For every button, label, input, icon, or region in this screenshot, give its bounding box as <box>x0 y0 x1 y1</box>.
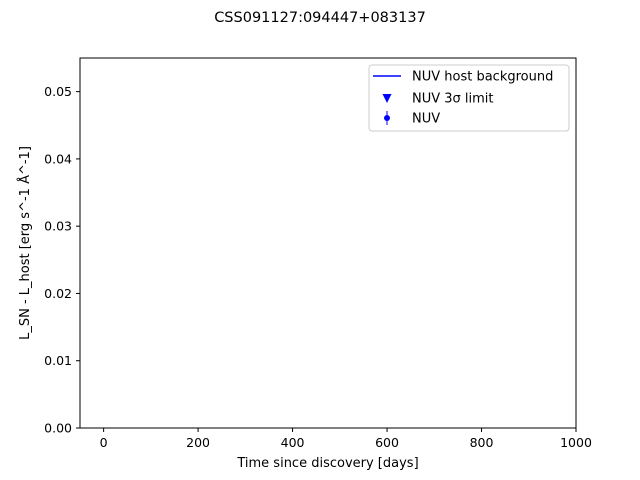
y-tick-label: 0.01 <box>44 353 72 368</box>
chart-title: CSS091127:094447+083137 <box>214 10 426 26</box>
x-tick-label: 800 <box>470 435 494 450</box>
y-tick-label: 0.04 <box>44 151 72 166</box>
legend: NUV host background NUV 3σ limit NUV <box>368 64 570 132</box>
legend-label-3sigma-limit: NUV 3σ limit <box>412 92 494 107</box>
x-tick-label: 600 <box>375 435 399 450</box>
y-tick-label: 0.00 <box>44 421 72 436</box>
legend-box <box>368 64 570 132</box>
x-tick-label: 0 <box>100 435 108 450</box>
y-axis-label: L_SN - L_host [erg s^-1 Å^-1] <box>17 146 33 340</box>
y-tick-label: 0.03 <box>44 219 72 234</box>
y-axis: 0.00 0.01 0.02 0.03 0.04 0.05 <box>44 84 80 436</box>
x-axis-label: Time since discovery [days] <box>236 456 418 471</box>
x-tick-label: 200 <box>186 435 210 450</box>
legend-label-nuv: NUV <box>412 112 440 127</box>
y-tick-label: 0.05 <box>44 84 72 99</box>
y-tick-label: 0.02 <box>44 286 72 301</box>
x-tick-label: 1000 <box>560 435 592 450</box>
legend-triangle-marker <box>382 94 392 103</box>
legend-label-host-background: NUV host background <box>412 70 553 85</box>
x-axis: 0 200 400 600 800 1000 <box>100 428 592 450</box>
x-tick-label: 400 <box>281 435 305 450</box>
legend-dot-marker <box>384 115 390 121</box>
